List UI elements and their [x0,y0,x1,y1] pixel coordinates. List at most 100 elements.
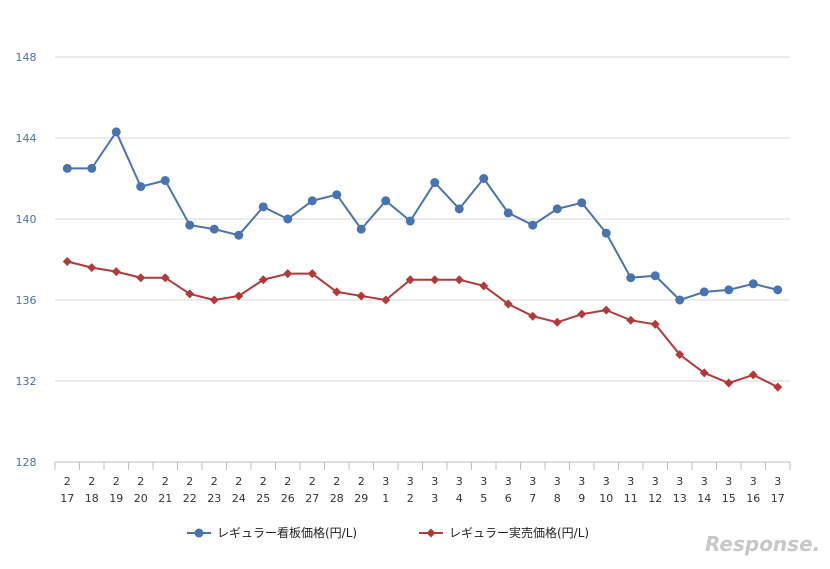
data-point [381,196,391,206]
x-tick-day: 12 [648,492,662,505]
x-tick-month: 3 [774,475,781,488]
x-axis-ticks: 2172182192202212222232242252262272282293… [54,462,791,505]
data-point [209,224,219,234]
data-point [405,275,415,285]
data-point [356,224,366,234]
x-tick-day: 28 [330,492,344,505]
x-tick-month: 2 [358,475,365,488]
x-tick-month: 3 [627,475,634,488]
x-tick-day: 27 [305,492,319,505]
x-tick-day: 24 [232,492,246,505]
x-tick-month: 2 [211,475,218,488]
x-tick-day: 17 [60,492,74,505]
data-point [675,350,685,360]
data-point [552,317,562,327]
x-tick-day: 20 [134,492,148,505]
y-tick-label: 132 [16,375,37,388]
x-tick-day: 25 [256,492,270,505]
y-tick-label: 140 [16,213,37,226]
x-tick-day: 3 [431,492,438,505]
x-tick-day: 16 [746,492,760,505]
x-tick-month: 2 [333,475,340,488]
x-tick-day: 2 [407,492,414,505]
x-tick-day: 11 [624,492,638,505]
data-point [356,291,366,301]
data-point [62,163,72,173]
legend-marker [426,528,436,538]
x-tick-month: 3 [578,475,585,488]
x-tick-day: 8 [554,492,561,505]
x-tick-month: 3 [529,475,536,488]
data-point [650,271,660,281]
series-2 [62,257,783,392]
y-tick-label: 136 [16,294,37,307]
data-point [675,295,685,305]
data-point [405,216,415,226]
x-tick-month: 2 [186,475,193,488]
x-tick-month: 2 [162,475,169,488]
data-point [332,287,342,297]
data-point [87,163,97,173]
data-point [136,273,146,283]
data-point [626,273,636,283]
x-tick-day: 14 [697,492,711,505]
watermark-logo: Response. [705,532,820,556]
y-tick-label: 144 [16,132,37,145]
x-tick-day: 9 [578,492,585,505]
data-point [601,305,611,315]
x-tick-day: 18 [85,492,99,505]
x-tick-day: 29 [354,492,368,505]
series-group [62,127,783,392]
x-tick-day: 23 [207,492,221,505]
data-point [773,382,783,392]
x-tick-day: 26 [281,492,295,505]
legend-item-1: レギュラー看板価格(円/L) [187,525,357,540]
data-point [577,309,587,319]
data-point [748,279,758,289]
data-point [283,269,293,279]
x-tick-day: 22 [183,492,197,505]
x-tick-day: 13 [673,492,687,505]
data-point [111,127,121,137]
data-point [430,275,440,285]
x-tick-month: 3 [701,475,708,488]
data-point [528,311,538,321]
series-line [67,130,778,301]
data-point [503,208,513,218]
data-point [479,174,489,183]
data-point [111,267,121,277]
x-tick-month: 3 [750,475,757,488]
x-tick-day: 17 [771,492,785,505]
x-tick-month: 3 [431,475,438,488]
data-point [552,204,562,214]
x-tick-month: 3 [382,475,389,488]
legend: レギュラー看板価格(円/L) レギュラー実売価格(円/L) [187,525,589,540]
data-point [62,257,72,267]
x-tick-month: 3 [505,475,512,488]
data-point [430,178,440,188]
x-tick-month: 2 [235,475,242,488]
data-point [650,319,660,329]
x-tick-day: 15 [722,492,736,505]
x-tick-month: 3 [407,475,414,488]
data-point [307,269,317,279]
data-point [454,204,464,214]
data-point [601,228,611,238]
data-point [626,315,636,325]
x-tick-day: 1 [382,492,389,505]
data-point [773,285,783,295]
series-1 [62,127,783,305]
x-tick-month: 3 [554,475,561,488]
data-point [160,273,170,283]
x-tick-month: 2 [137,475,144,488]
x-tick-month: 3 [725,475,732,488]
data-point [185,220,195,230]
y-axis-ticks: 128 132 136 140 144 148 [16,51,37,469]
series-line [67,260,779,388]
x-tick-day: 7 [529,492,536,505]
x-tick-day: 6 [505,492,512,505]
x-tick-day: 10 [599,492,613,505]
legend-label: レギュラー実売価格(円/L) [449,525,589,540]
